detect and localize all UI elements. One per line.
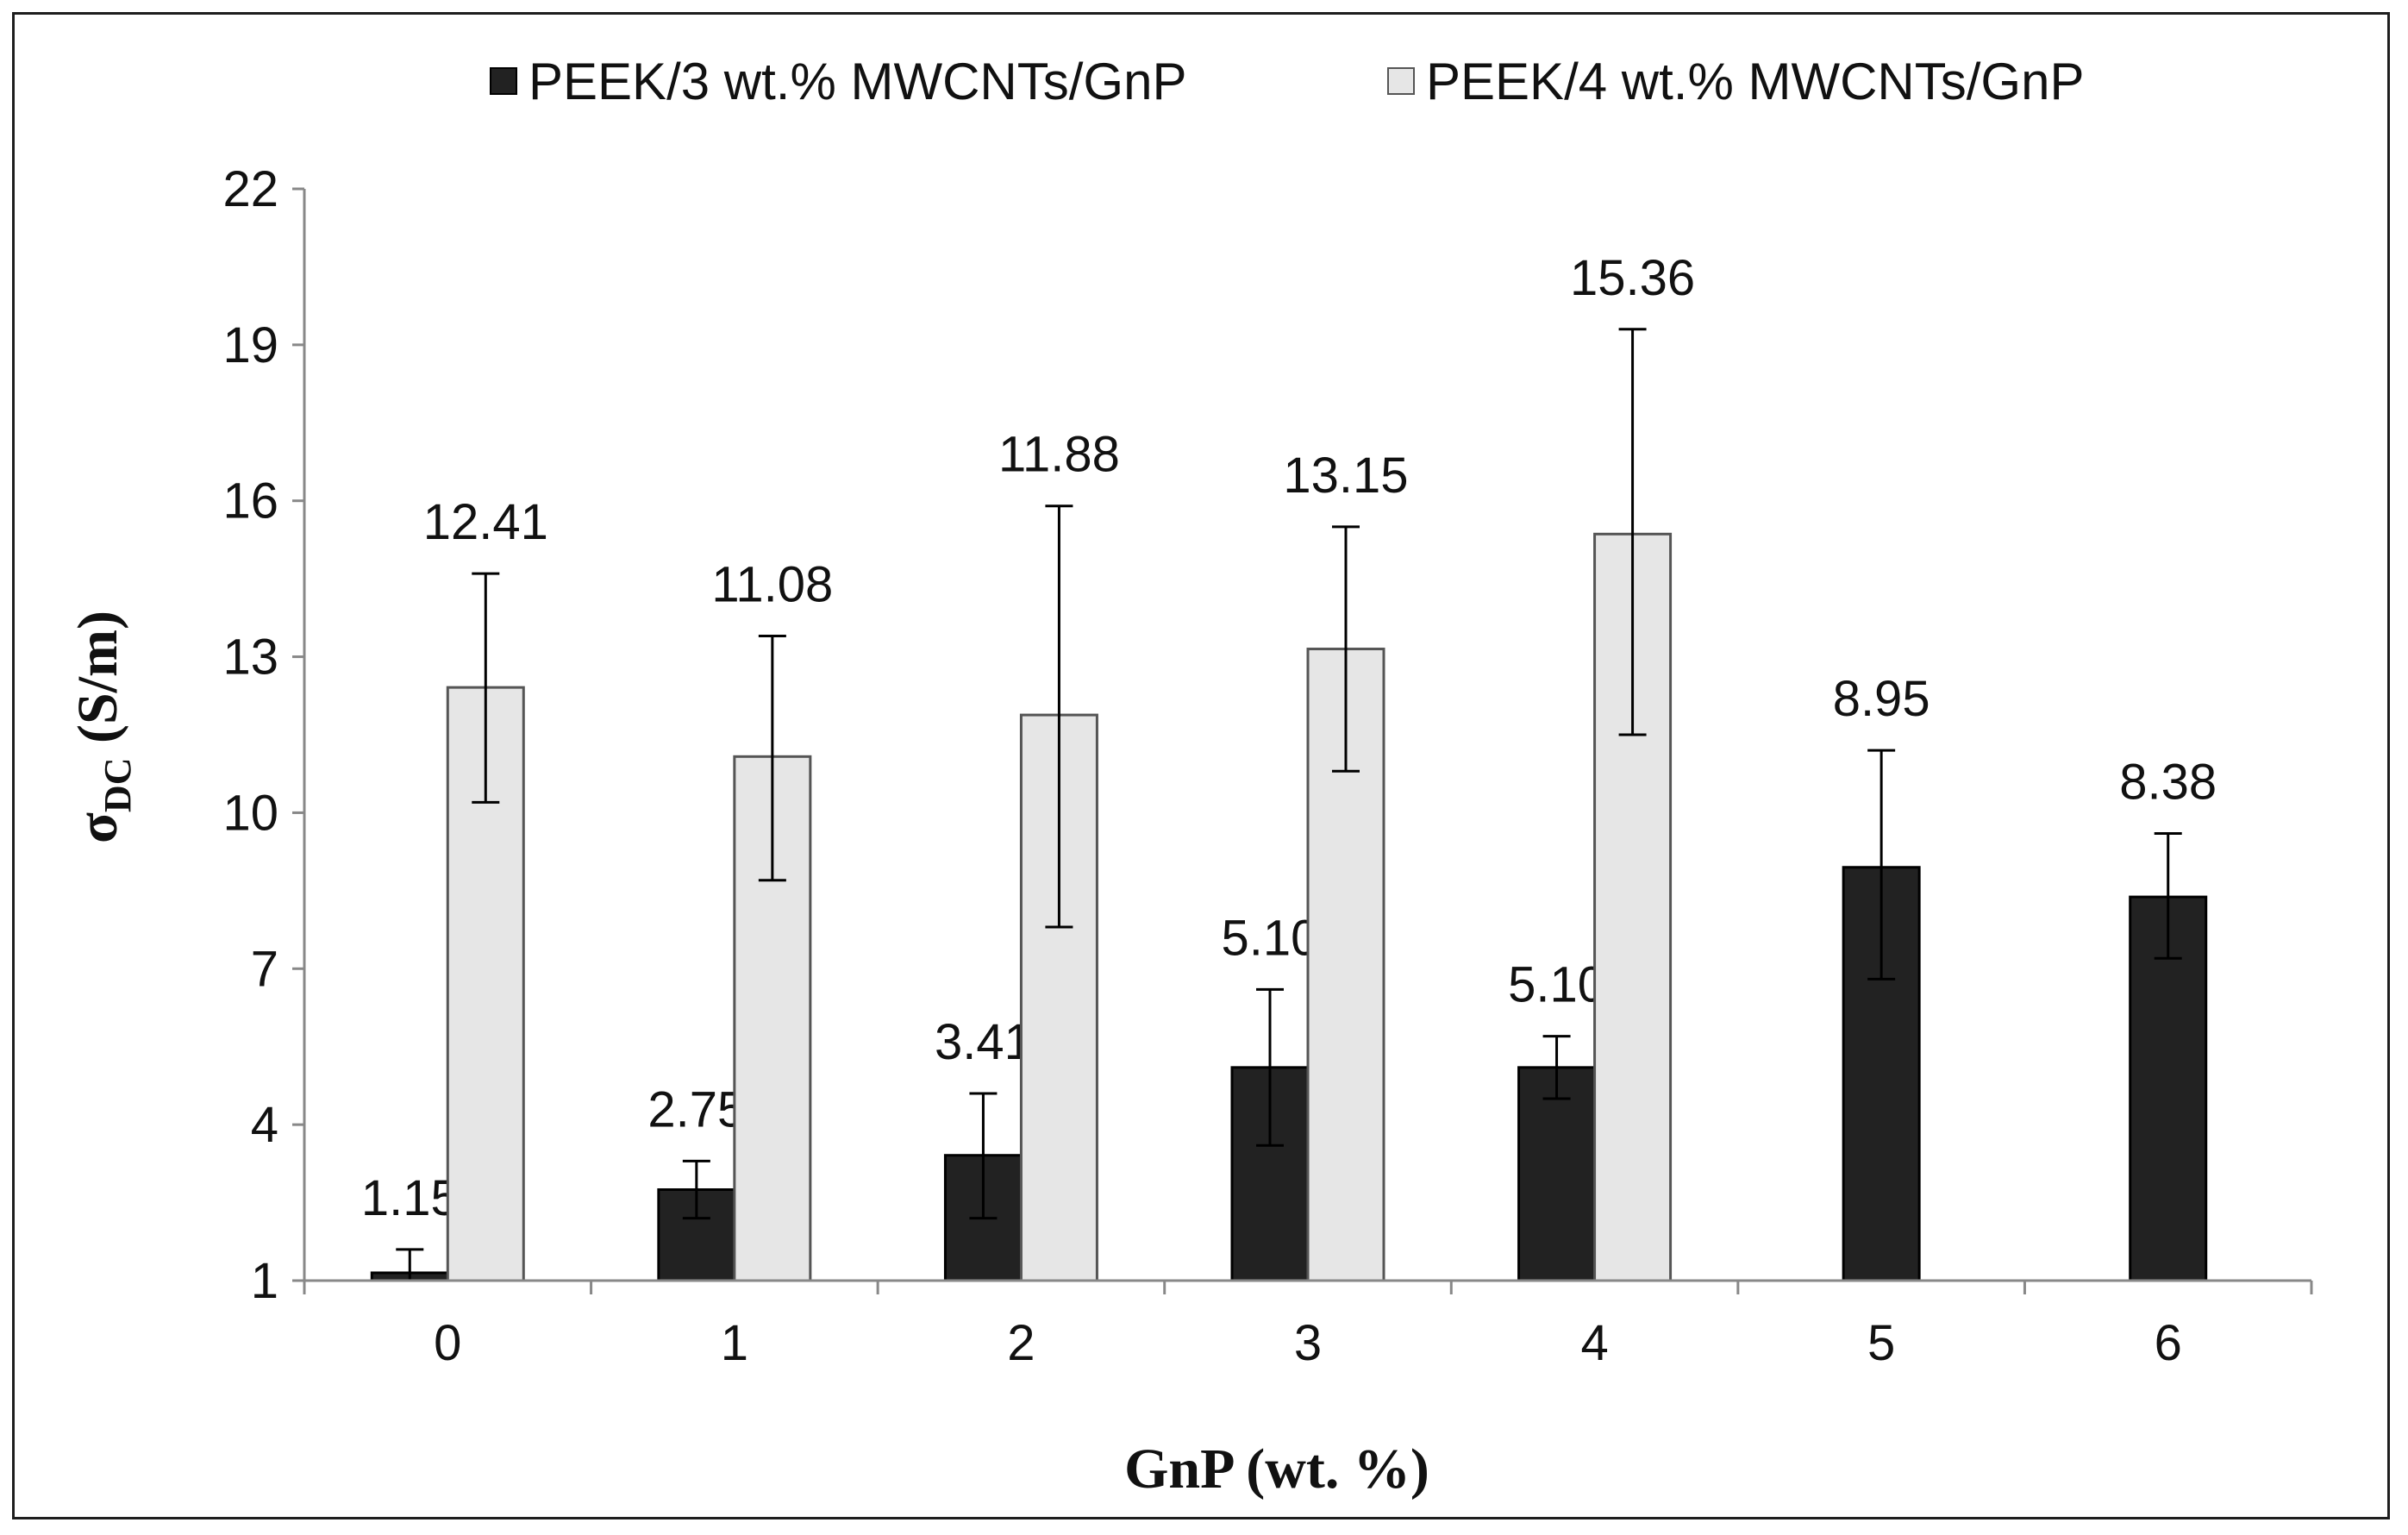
- x-tick-label-6: 6: [2155, 1315, 2182, 1371]
- data-label-series-2-cat-4: 15.36: [1570, 250, 1695, 306]
- y-tick-label-4: 4: [251, 1097, 278, 1153]
- data-label-series-1-cat-1: 2.75: [647, 1081, 745, 1137]
- x-tick-label-4: 4: [1580, 1315, 1608, 1371]
- x-tick-label-5: 5: [1867, 1315, 1895, 1371]
- legend-item-series-2: PEEK/4 wt.% MWCNTs/GnP: [1387, 53, 2084, 110]
- y-tick-label-13: 13: [222, 630, 278, 686]
- plot-area: 1.152.753.415.105.108.958.3812.4111.0811…: [222, 161, 2313, 1371]
- bar-chart: PEEK/3 wt.% MWCNTs/GnP PEEK/4 wt.% MWCNT…: [66, 53, 2313, 1501]
- y-axis-title-subscript: DC: [97, 758, 139, 813]
- legend-label-series-2: PEEK/4 wt.% MWCNTs/GnP: [1426, 53, 2084, 110]
- legend-item-series-1: PEEK/3 wt.% MWCNTs/GnP: [490, 53, 1186, 110]
- data-label-series-2-cat-2: 11.88: [998, 427, 1120, 483]
- data-label-series-1-cat-0: 1.15: [361, 1170, 459, 1226]
- x-axis-title: GnP (wt. %): [1124, 1438, 1429, 1501]
- y-axis-title-symbol: σ: [66, 812, 129, 843]
- y-tick-label-22: 22: [222, 161, 278, 217]
- data-label-series-2-cat-0: 12.41: [423, 494, 548, 550]
- x-tick-label-2: 2: [1007, 1315, 1035, 1371]
- legend-swatch-series-2: [1387, 67, 1415, 95]
- data-label-series-1-cat-6: 8.38: [2119, 755, 2217, 811]
- data-label-series-1-cat-3: 5.10: [1222, 910, 1319, 966]
- data-label-series-1-cat-5: 8.95: [1833, 671, 1930, 727]
- data-label-series-1-cat-4: 5.10: [1508, 957, 1605, 1013]
- chart-frame: PEEK/3 wt.% MWCNTs/GnP PEEK/4 wt.% MWCNT…: [12, 12, 2390, 1519]
- y-axis-title: σDC (S/m): [66, 611, 139, 843]
- y-tick-label-19: 19: [222, 317, 278, 373]
- x-tick-label-1: 1: [721, 1315, 748, 1371]
- x-tick-label-3: 3: [1294, 1315, 1322, 1371]
- y-tick-label-10: 10: [222, 785, 278, 841]
- data-label-series-1-cat-2: 3.41: [935, 1014, 1032, 1070]
- legend-label-series-1: PEEK/3 wt.% MWCNTs/GnP: [529, 53, 1186, 110]
- y-tick-label-16: 16: [222, 473, 278, 529]
- y-tick-label-7: 7: [251, 941, 278, 997]
- y-axis-title-unit: (S/m): [66, 611, 129, 757]
- legend-swatch-series-1: [490, 67, 517, 95]
- data-label-series-2-cat-3: 13.15: [1283, 448, 1408, 504]
- svg-text:σDC (S/m): σDC (S/m): [66, 611, 139, 843]
- x-tick-label-0: 0: [434, 1315, 461, 1371]
- data-label-series-2-cat-1: 11.08: [711, 556, 833, 612]
- y-tick-label-1: 1: [251, 1253, 278, 1309]
- legend: PEEK/3 wt.% MWCNTs/GnP PEEK/4 wt.% MWCNT…: [490, 53, 2084, 110]
